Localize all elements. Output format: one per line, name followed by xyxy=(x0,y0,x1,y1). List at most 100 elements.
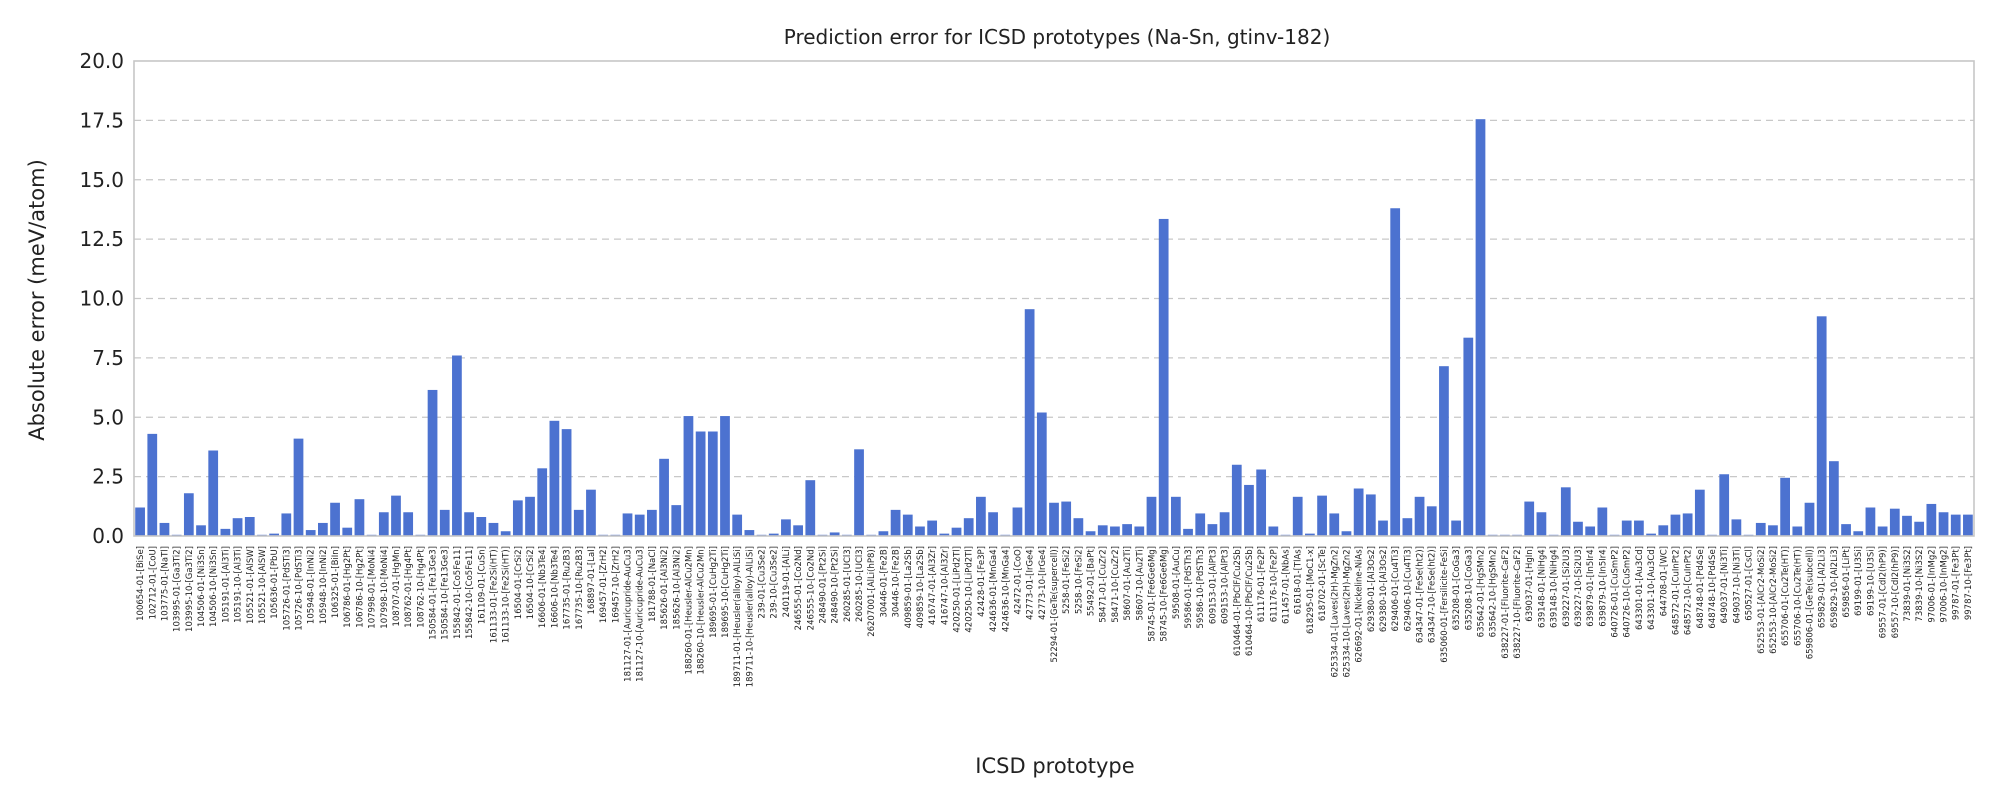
x-tick-label: 105726-10-[PdSTi3] xyxy=(295,546,305,631)
x-tick-label: 59508-01-[AuCu] xyxy=(1172,546,1182,619)
bar xyxy=(1183,528,1193,536)
x-tick-label: 73839-10-[Ni3S2] xyxy=(1915,546,1925,622)
bar xyxy=(549,420,560,536)
bar xyxy=(1804,502,1815,536)
bar xyxy=(781,519,791,536)
bar xyxy=(1889,508,1900,536)
bar xyxy=(561,429,572,536)
y-gridlines xyxy=(134,119,1974,478)
x-tick-label: 150584-01-[Fe13Ge3] xyxy=(429,546,439,640)
bar xyxy=(1061,501,1072,536)
x-tick-label: 626692-01-[Nickeline-NiAs] xyxy=(1355,546,1365,663)
x-tick-label: 639227-01-[Si2U3] xyxy=(1562,546,1572,627)
x-tick-label: 58471-01-[CuZr2] xyxy=(1099,546,1109,623)
x-tick-label: 638227-01-[Fluorite-CaF2] xyxy=(1501,546,1511,659)
bar xyxy=(1256,469,1267,536)
x-tick-label: 239-01-[Cu3Se2] xyxy=(758,546,768,619)
x-tick-label: 107998-01-[MoNi4] xyxy=(368,546,378,629)
x-tick-label: 424636-10-[MnGa4] xyxy=(1001,546,1011,632)
x-tick-label: 611176-01-[Fe2P] xyxy=(1257,546,1267,622)
x-tick-label: 58607-10-[Au2Ti] xyxy=(1135,546,1145,621)
bar xyxy=(1353,488,1364,536)
x-tick-label: 185626-10-[Al3Ni2] xyxy=(672,546,682,630)
x-tick-label: 16504-10-[CrSi2] xyxy=(526,546,536,619)
x-tick-label: 639037-01-[HgIn] xyxy=(1525,546,1535,622)
bar xyxy=(622,513,633,536)
x-tick-label: 611457-01-[NbAs] xyxy=(1282,546,1292,624)
x-tick-label: 649037-10-[Ni3Ti] xyxy=(1732,546,1742,623)
x-tick-label: 105948-01-[InNi2] xyxy=(307,546,317,624)
x-tick-label: 69199-10-[U3Si] xyxy=(1866,546,1876,616)
bar xyxy=(1146,496,1157,536)
x-tick-label: 42773-01-[IrGe4] xyxy=(1026,546,1036,620)
bar xyxy=(1963,514,1973,536)
x-tick-label: 652553-10-[AlCr2-MoSi2] xyxy=(1769,546,1779,654)
x-tick-label: 629380-10-[Al3Os2] xyxy=(1379,546,1389,632)
x-tick-label: 260285-01-[UCl3] xyxy=(843,546,853,622)
bar xyxy=(976,496,986,536)
x-tick-label: 189711-01-[Heusler(alloy)-AlLiSi] xyxy=(733,546,743,687)
bar xyxy=(1073,518,1084,536)
x-tick-label: 108762-10-[Hg4Pt] xyxy=(416,546,426,628)
y-tick-label: 2.5 xyxy=(92,465,124,489)
bar xyxy=(1634,520,1644,536)
x-tick-label: 105726-01-[PdSTi3] xyxy=(282,546,292,631)
bar xyxy=(659,458,669,536)
x-tick-label: 638227-10-[Fluorite-CaF2] xyxy=(1513,546,1523,659)
x-tick-label: 150584-10-[Fe13Ge3] xyxy=(441,546,451,640)
x-tick-label: 106786-01-[Hg2Pt] xyxy=(343,546,353,628)
bar xyxy=(1365,494,1376,536)
bar xyxy=(1902,515,1912,536)
x-tick-label: 30446-10-[Fe2B] xyxy=(892,546,902,618)
bar xyxy=(1292,496,1303,536)
bar xyxy=(1573,521,1583,536)
bar xyxy=(342,527,353,536)
bar xyxy=(525,496,535,536)
bar xyxy=(963,518,974,536)
bar xyxy=(1378,520,1388,536)
bar xyxy=(293,438,304,536)
bar xyxy=(476,517,487,536)
x-tick-label: 640726-10-[CuSmP2] xyxy=(1623,546,1633,638)
bar xyxy=(427,389,438,536)
bar xyxy=(1841,524,1851,536)
bar xyxy=(1329,513,1340,536)
x-tick-label: 609153-10-[AlPt3] xyxy=(1221,546,1231,624)
x-tick-label: 61618-01-[TlAs] xyxy=(1294,546,1304,614)
bar xyxy=(1097,525,1108,536)
bar xyxy=(1828,461,1839,536)
bar xyxy=(720,416,730,536)
x-tick-label: 629406-10-[Cu4Ti3] xyxy=(1403,546,1413,631)
bar xyxy=(1950,514,1961,536)
x-tick-label: 16606-10-[Nb3Te4] xyxy=(550,546,560,628)
bar xyxy=(1865,507,1876,536)
bar xyxy=(878,531,889,536)
bar xyxy=(1719,474,1730,536)
bar xyxy=(902,514,913,536)
bar xyxy=(281,513,292,536)
bar xyxy=(1475,119,1486,536)
bar xyxy=(683,416,694,536)
x-tick-label: 58745-01-[Fe6Ge6Mg] xyxy=(1147,546,1157,642)
x-tick-label: 59586-10-[PdSTh3] xyxy=(1196,546,1206,629)
x-tick-label: 648572-10-[CuInPt2] xyxy=(1684,546,1694,635)
bar xyxy=(927,520,938,536)
x-tick-label: 420250-10-[LiPd2Tl] xyxy=(965,546,975,633)
x-tick-label: 106786-10-[Hg2Pt] xyxy=(355,546,365,628)
x-tick-label: 185626-01-[Al3Ni2] xyxy=(660,546,670,630)
x-tick-label: 104506-01-[Ni3Sn] xyxy=(197,546,207,627)
x-tick-label: 634347-10-[FeSe(ht2)] xyxy=(1428,546,1438,643)
bar xyxy=(1414,496,1425,536)
bar xyxy=(500,531,511,536)
bar xyxy=(939,533,950,536)
x-tick-label: 105636-01-[PbU] xyxy=(270,546,280,619)
x-axis-label: ICSD prototype xyxy=(975,754,1134,778)
x-tick-label: 248490-10-[Pt2Si] xyxy=(831,546,841,624)
bar xyxy=(1536,512,1547,536)
bar xyxy=(269,533,280,536)
x-tick-label: 420250-01-[LiPd2Tl] xyxy=(953,546,963,633)
x-tick-label: 58471-10-[CuZr2] xyxy=(1111,546,1121,623)
x-tick-label: 639148-10-[NiHg4] xyxy=(1550,546,1560,628)
plot-frame xyxy=(133,60,1975,537)
